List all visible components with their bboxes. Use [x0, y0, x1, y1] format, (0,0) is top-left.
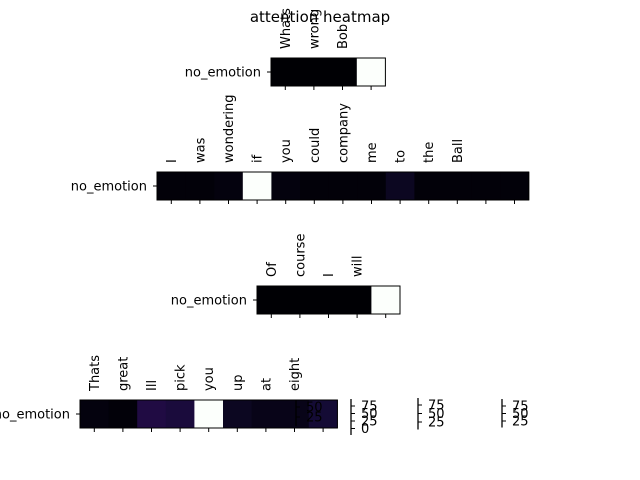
x-tick-label: Bob — [336, 24, 351, 49]
colorbar-tick-label: 75 — [512, 400, 529, 415]
heatmap-cell — [314, 286, 344, 314]
x-tick-label: pick — [174, 364, 189, 391]
colorbar-tick-label: 75 — [361, 400, 378, 415]
colorbar-tick-label: 25 — [512, 415, 529, 430]
heatmap-cell — [214, 172, 244, 200]
heatmap-cell — [328, 172, 358, 200]
heatmap-cell — [165, 400, 195, 428]
heatmap-cell — [242, 172, 272, 200]
heatmap-cell — [108, 400, 138, 428]
colorbar-tick-label: 75 — [428, 399, 445, 414]
heatmap-cell — [371, 286, 401, 314]
heatmap-panel: no_emotion Whats wrong Bob — [185, 8, 386, 90]
x-tick-label: up — [231, 375, 246, 392]
heatmap-cell — [471, 172, 501, 200]
x-tick-label: the — [422, 142, 437, 163]
heatmap-cell — [194, 400, 224, 428]
heatmap-cell — [328, 58, 358, 86]
colorbar-tick-label: 0 — [361, 422, 369, 437]
x-tick-label: course — [293, 234, 308, 277]
heatmap-cell — [137, 400, 167, 428]
y-tick-label: no_emotion — [171, 294, 247, 309]
x-tick-label: you — [279, 139, 294, 163]
x-tick-label: Of — [265, 262, 280, 277]
x-tick-label: to — [394, 150, 409, 163]
x-tick-label: Ball — [451, 139, 466, 163]
y-tick-label: no_emotion — [0, 408, 70, 423]
colorbar-tick-label: 50 — [306, 401, 323, 416]
x-tick-label: if — [251, 154, 266, 163]
x-tick-label: me — [365, 142, 380, 163]
x-tick-label: at — [259, 378, 274, 391]
heatmap-cell — [443, 172, 472, 200]
x-tick-label: was — [193, 137, 208, 163]
x-tick-label: Thats — [88, 355, 103, 392]
heatmap-cell — [185, 172, 215, 200]
heatmap-cell — [308, 400, 338, 428]
colorbar-tick-label: 25 — [361, 415, 378, 430]
x-tick-label: will — [351, 256, 366, 277]
heatmap-panels: no_emotion Whats wrong Bob no_emotion I was won… — [0, 8, 530, 432]
heatmap-cell — [500, 172, 530, 200]
heatmap-cell — [342, 286, 372, 314]
chart-title: attention heatmap — [250, 8, 390, 26]
heatmap-cell — [285, 286, 315, 314]
x-tick-label: great — [116, 357, 131, 391]
heatmap-panel: no_emotion I was wondering if you could company… — [71, 94, 530, 204]
x-tick-label: I — [322, 273, 337, 277]
heatmap-cell — [157, 172, 186, 200]
x-tick-label: eight — [288, 358, 303, 391]
heatmap-cell — [223, 400, 252, 428]
heatmap-cell — [271, 172, 301, 200]
colorbar-tick-label: 50 — [428, 407, 445, 422]
y-tick-label: no_emotion — [185, 66, 261, 81]
heatmap-cell — [357, 172, 387, 200]
x-tick-label: you — [202, 367, 217, 391]
heatmap-cell — [251, 400, 281, 428]
heatmap-cell — [271, 58, 300, 86]
colorbar-tick-label: 50 — [361, 407, 378, 422]
x-tick-label: Ill — [145, 380, 160, 391]
heatmap-cell — [356, 58, 386, 86]
colorbar-tick-label: 25 — [428, 416, 445, 431]
heatmap-cell — [414, 172, 444, 200]
heatmap-panel: no_emotion Thats great Ill pick you up at eight — [0, 355, 338, 432]
heatmap-cell — [385, 172, 415, 200]
x-tick-label: wrong — [307, 9, 322, 49]
colorbar-tick-label: 50 — [512, 407, 529, 422]
heatmap-cell — [257, 286, 286, 314]
colorbar-tick-label: 25 — [306, 411, 323, 426]
x-tick-label: I — [165, 159, 180, 163]
x-tick-label: wondering — [222, 94, 237, 163]
x-tick-label: could — [308, 128, 323, 163]
heatmap-cell — [280, 400, 310, 428]
heatmap-cell — [300, 172, 329, 200]
heatmap-cell — [299, 58, 329, 86]
y-tick-label: no_emotion — [71, 180, 147, 195]
x-tick-label: company — [336, 103, 351, 163]
heatmap-cell — [80, 400, 109, 428]
x-tick-label: Whats — [279, 8, 294, 49]
